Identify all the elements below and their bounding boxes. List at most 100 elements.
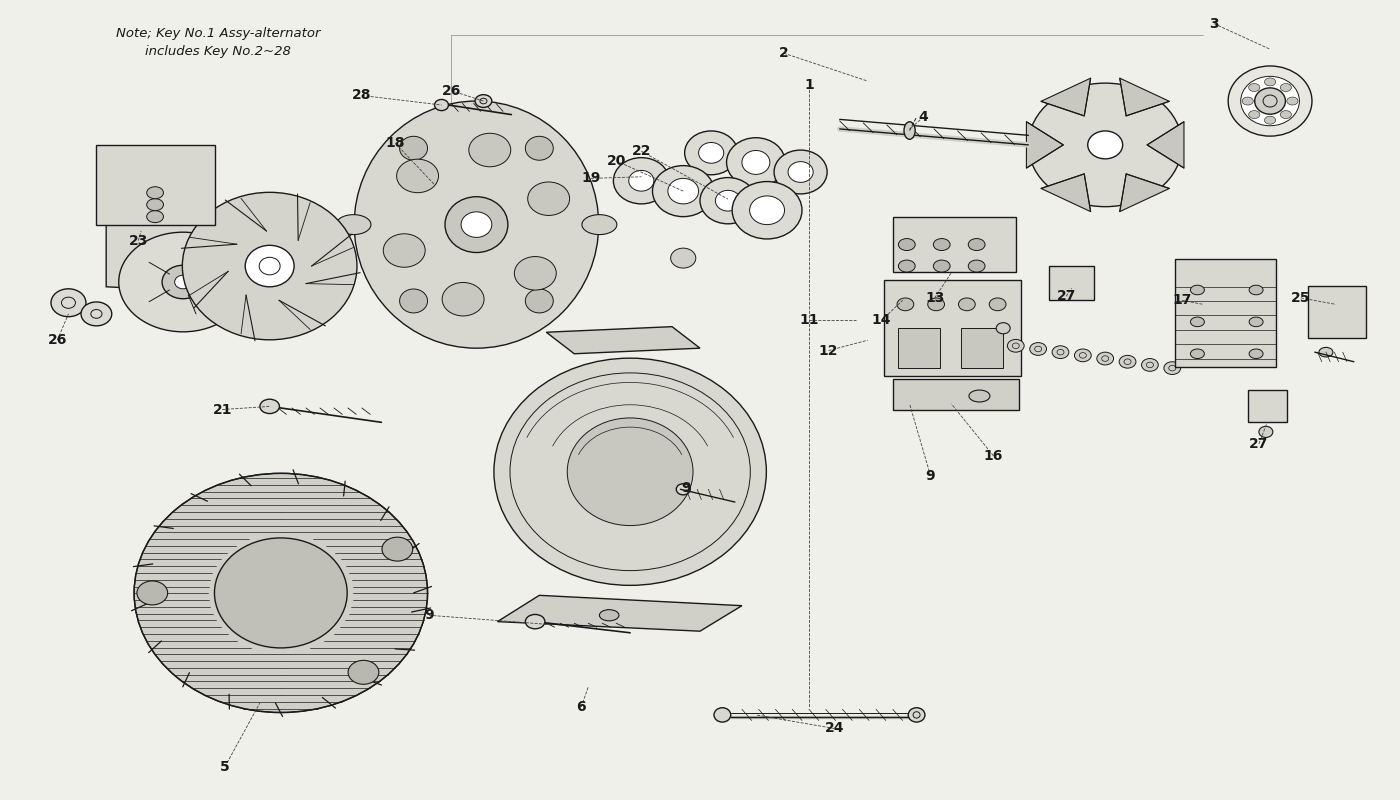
Ellipse shape <box>162 266 204 298</box>
Ellipse shape <box>528 182 570 215</box>
Text: 12: 12 <box>819 343 839 358</box>
Ellipse shape <box>904 122 916 139</box>
Text: 17: 17 <box>1172 294 1191 307</box>
Ellipse shape <box>699 142 724 163</box>
Ellipse shape <box>969 390 990 402</box>
Text: 26: 26 <box>441 84 461 98</box>
Text: 11: 11 <box>799 314 819 327</box>
Ellipse shape <box>182 192 357 340</box>
Bar <box>899 328 941 368</box>
Text: 9: 9 <box>682 481 690 494</box>
Ellipse shape <box>671 248 696 268</box>
Ellipse shape <box>1008 339 1025 352</box>
Text: 20: 20 <box>606 154 626 168</box>
Bar <box>893 379 1019 410</box>
Ellipse shape <box>567 418 693 526</box>
Ellipse shape <box>525 136 553 160</box>
Text: 2: 2 <box>778 46 788 60</box>
Ellipse shape <box>1319 347 1333 357</box>
Text: 22: 22 <box>631 144 651 158</box>
Ellipse shape <box>700 178 756 224</box>
Text: 14: 14 <box>872 314 892 327</box>
Ellipse shape <box>384 234 426 267</box>
Text: 19: 19 <box>581 171 601 186</box>
Ellipse shape <box>382 537 413 561</box>
Text: 26: 26 <box>48 334 67 347</box>
Ellipse shape <box>525 289 553 313</box>
Ellipse shape <box>969 260 986 272</box>
Polygon shape <box>1042 78 1091 116</box>
Ellipse shape <box>461 212 491 238</box>
Ellipse shape <box>336 214 371 234</box>
Bar <box>885 281 1022 376</box>
Ellipse shape <box>1280 110 1291 118</box>
Ellipse shape <box>1259 426 1273 438</box>
Ellipse shape <box>997 322 1011 334</box>
Text: 21: 21 <box>213 402 232 417</box>
Ellipse shape <box>514 257 556 290</box>
Ellipse shape <box>742 150 770 174</box>
Ellipse shape <box>50 289 85 317</box>
Ellipse shape <box>1249 110 1260 118</box>
Ellipse shape <box>909 708 925 722</box>
Ellipse shape <box>652 166 714 217</box>
Ellipse shape <box>137 581 168 605</box>
Ellipse shape <box>1264 116 1275 124</box>
Text: 3: 3 <box>1210 17 1219 30</box>
Ellipse shape <box>774 150 827 194</box>
Polygon shape <box>106 225 204 288</box>
Ellipse shape <box>1053 346 1068 358</box>
Ellipse shape <box>582 214 617 234</box>
Text: 5: 5 <box>220 760 230 774</box>
Ellipse shape <box>1074 349 1091 362</box>
Ellipse shape <box>475 94 491 107</box>
Ellipse shape <box>1119 355 1135 368</box>
Bar <box>1175 259 1275 366</box>
Ellipse shape <box>175 275 192 289</box>
Ellipse shape <box>147 198 164 210</box>
Ellipse shape <box>1264 78 1275 86</box>
Ellipse shape <box>934 238 951 250</box>
Ellipse shape <box>613 158 669 204</box>
Ellipse shape <box>245 246 294 286</box>
Ellipse shape <box>969 238 986 250</box>
Text: 4: 4 <box>918 110 928 124</box>
Ellipse shape <box>1254 88 1285 114</box>
Bar <box>1308 286 1366 338</box>
Ellipse shape <box>525 614 545 629</box>
Ellipse shape <box>1190 286 1204 294</box>
Text: 27: 27 <box>1249 437 1268 451</box>
Ellipse shape <box>81 302 112 326</box>
Text: Note; Key No.1 Assy-alternator: Note; Key No.1 Assy-alternator <box>116 27 321 40</box>
Ellipse shape <box>668 178 699 204</box>
Ellipse shape <box>715 190 741 211</box>
Text: 28: 28 <box>353 89 371 102</box>
Bar <box>893 217 1016 273</box>
Ellipse shape <box>714 708 731 722</box>
Ellipse shape <box>119 232 248 332</box>
Ellipse shape <box>732 182 802 239</box>
Bar <box>1050 266 1093 299</box>
Ellipse shape <box>899 260 916 272</box>
Polygon shape <box>1147 122 1184 168</box>
Ellipse shape <box>749 196 784 225</box>
Ellipse shape <box>1242 97 1253 105</box>
Ellipse shape <box>442 282 484 316</box>
Ellipse shape <box>434 99 448 110</box>
Text: 24: 24 <box>825 722 844 735</box>
Text: 25: 25 <box>1291 291 1310 305</box>
Text: 18: 18 <box>385 136 405 150</box>
Polygon shape <box>546 326 700 354</box>
Ellipse shape <box>126 253 151 273</box>
Polygon shape <box>1042 174 1091 212</box>
Ellipse shape <box>899 238 916 250</box>
Text: 27: 27 <box>1057 290 1075 303</box>
Ellipse shape <box>134 474 427 713</box>
Text: 13: 13 <box>925 291 945 305</box>
Text: includes Key No.2~28: includes Key No.2~28 <box>146 46 291 58</box>
Ellipse shape <box>990 298 1007 310</box>
Ellipse shape <box>959 298 976 310</box>
Bar <box>97 145 216 225</box>
Ellipse shape <box>629 170 654 191</box>
Ellipse shape <box>1029 83 1182 206</box>
